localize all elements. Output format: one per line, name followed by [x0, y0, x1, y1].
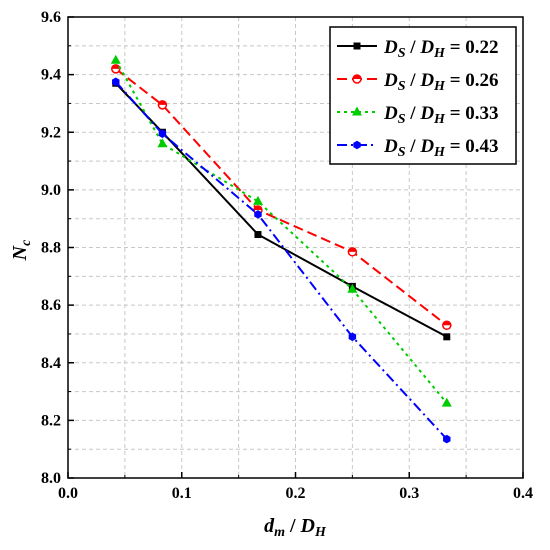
data-point: [252, 195, 263, 205]
legend-marker: [352, 106, 362, 116]
data-point: [443, 333, 451, 341]
y-tick-label: 9.0: [41, 182, 61, 199]
data-point: [158, 129, 167, 138]
legend: DS / DH = 0.22 DS / DH = 0.26 DS / DH = 0.…: [329, 26, 517, 165]
legend-box: [329, 26, 517, 165]
legend-label: DS / DH = 0.33: [383, 103, 499, 127]
data-point: [347, 247, 358, 257]
x-axis-label: dm / DH: [264, 515, 327, 540]
legend-entry: DS / DH = 0.26: [337, 70, 499, 94]
data-point: [348, 332, 357, 342]
legend-label: DS / DH = 0.22: [383, 37, 499, 61]
x-tick-label: 0.4: [513, 485, 533, 502]
legend-marker: [352, 74, 362, 84]
data-point: [157, 138, 168, 148]
legend-label: DS / DH = 0.26: [383, 70, 499, 94]
y-axis-label: Nc: [9, 239, 34, 261]
legend-entry: DS / DH = 0.22: [337, 37, 499, 61]
data-point: [157, 100, 168, 110]
data-point: [111, 64, 121, 74]
y-tick-label: 8.6: [41, 297, 61, 314]
legend-label: DS / DH = 0.43: [383, 136, 499, 160]
legend-entry: DS / DH = 0.33: [337, 103, 499, 127]
legend-marker: [353, 140, 361, 150]
x-tick-label: 0.0: [58, 485, 78, 502]
data-point: [441, 397, 452, 407]
data-point: [254, 210, 262, 219]
y-tick-label: 8.4: [41, 355, 61, 372]
y-tick-label: 9.6: [41, 9, 61, 26]
x-tick-label: 0.2: [286, 485, 306, 502]
y-tick-label: 8.0: [41, 470, 61, 487]
data-point: [110, 54, 121, 64]
y-tick-label: 9.4: [41, 67, 61, 84]
series-4: [112, 77, 451, 444]
data-point: [443, 434, 451, 444]
x-tick-label: 0.3: [399, 485, 419, 502]
y-tick-label: 9.2: [41, 124, 61, 141]
data-point: [347, 283, 358, 293]
y-tick-label: 8.2: [41, 412, 61, 429]
series-group: [110, 54, 452, 444]
data-point: [442, 320, 452, 331]
x-tick-label: 0.1: [172, 485, 192, 502]
data-point: [112, 77, 120, 87]
legend-marker: [353, 42, 361, 50]
legend-entry: DS / DH = 0.43: [337, 136, 499, 160]
y-tick-label: 8.8: [41, 240, 61, 257]
axis-ticks: 0.0 0.1 0.2 0.3 0.4 8.0 8.2 8.4 8.6 8.8 9.0 9.2 9.4 9…: [41, 9, 533, 502]
data-point: [254, 231, 262, 239]
